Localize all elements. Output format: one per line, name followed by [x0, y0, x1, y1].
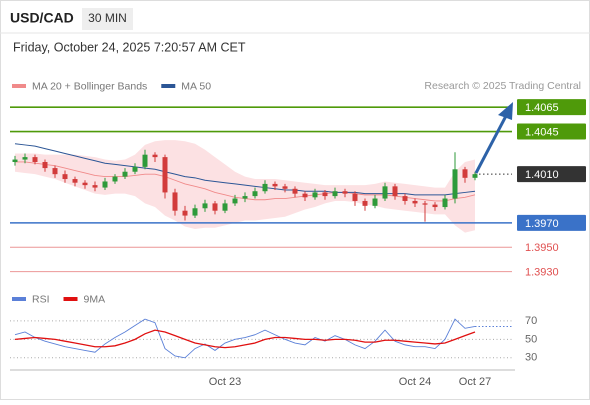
- candle-body: [292, 188, 298, 194]
- level-label: 1.3950: [525, 242, 559, 254]
- timeframe-box: [82, 8, 133, 30]
- candle-body: [452, 169, 458, 199]
- legend-swatch: [12, 84, 26, 88]
- candle-body: [182, 210, 188, 216]
- candle-body: [12, 159, 18, 162]
- level-label: 1.3930: [525, 267, 559, 279]
- candle-body: [272, 183, 278, 187]
- x-tick-label: Oct 23: [209, 376, 241, 388]
- candle-body: [92, 185, 98, 188]
- candle-body: [122, 171, 128, 177]
- candle-body: [32, 157, 38, 162]
- candle-body: [282, 186, 288, 189]
- candle-body: [102, 181, 108, 188]
- candle-body: [42, 161, 48, 169]
- rsi-tick-label: 70: [525, 315, 537, 327]
- candle-body: [352, 193, 358, 201]
- rsi-tick-label: 50: [525, 333, 537, 345]
- candle-body: [162, 157, 168, 193]
- target-arrow: [474, 113, 509, 174]
- candle-body: [252, 191, 258, 197]
- candle-body: [432, 204, 438, 208]
- candle-body: [372, 198, 378, 206]
- candle-body: [52, 168, 58, 175]
- candle-body: [402, 196, 408, 201]
- x-tick-label: Oct 27: [459, 376, 491, 388]
- candle-body: [82, 182, 88, 186]
- candle-body: [392, 186, 398, 197]
- candle-body: [232, 198, 238, 204]
- candle-body: [22, 157, 28, 160]
- legend-label: MA 50: [181, 80, 211, 92]
- candle-body: [342, 191, 348, 194]
- candle-body: [362, 200, 368, 206]
- legend-label: 9MA: [84, 293, 106, 305]
- candle-body: [72, 179, 78, 183]
- level-box: [517, 99, 586, 116]
- candle-body: [62, 174, 68, 180]
- candle-body: [242, 196, 248, 199]
- rsi-line: [14, 329, 476, 349]
- source: Research © 2025 Trading Central: [424, 80, 581, 92]
- legend-label: MA 20 + Bollinger Bands: [32, 80, 147, 92]
- candle-body: [322, 192, 328, 197]
- timeframe: 30 MIN: [88, 11, 127, 25]
- candle-body: [262, 183, 268, 192]
- chart-title: USD/CAD: [10, 10, 74, 26]
- candle-body: [192, 208, 198, 216]
- ma-line: [14, 143, 476, 196]
- target-arrow-head: [498, 102, 513, 120]
- level-label: 1.4045: [525, 126, 559, 138]
- level-box: [517, 123, 586, 140]
- level-label: 1.3970: [525, 218, 559, 230]
- candle-body: [202, 203, 208, 209]
- bollinger-band: [15, 140, 475, 233]
- level-label: 1.4065: [525, 102, 559, 114]
- subtitle: Friday, October 24, 2025 7:20:57 AM CET: [13, 40, 246, 54]
- legend-swatch: [12, 297, 26, 301]
- candle-body: [312, 192, 318, 198]
- candle-body: [152, 154, 158, 158]
- legend-label: RSI: [32, 293, 50, 305]
- candle-body: [302, 193, 308, 198]
- legend-swatch: [161, 84, 176, 88]
- candle-body: [462, 169, 468, 178]
- x-tick-label: Oct 24: [399, 376, 431, 388]
- candle-body: [212, 203, 218, 211]
- candle-body: [222, 203, 228, 211]
- rsi-line: [14, 318, 476, 359]
- rsi-tick-label: 30: [525, 352, 537, 364]
- candle-body: [112, 176, 118, 182]
- candle-body: [412, 200, 418, 204]
- candle-body: [472, 174, 478, 178]
- candle-body: [422, 203, 428, 205]
- legend-swatch: [63, 297, 78, 301]
- candle-body: [382, 186, 388, 199]
- candle-body: [442, 198, 448, 208]
- level-label: 1.4010: [525, 169, 559, 181]
- candle-body: [172, 192, 178, 211]
- candle-body: [132, 166, 138, 172]
- level-box: [517, 166, 586, 183]
- level-box: [517, 214, 586, 231]
- candle-body: [332, 191, 338, 197]
- candle-body: [142, 154, 148, 167]
